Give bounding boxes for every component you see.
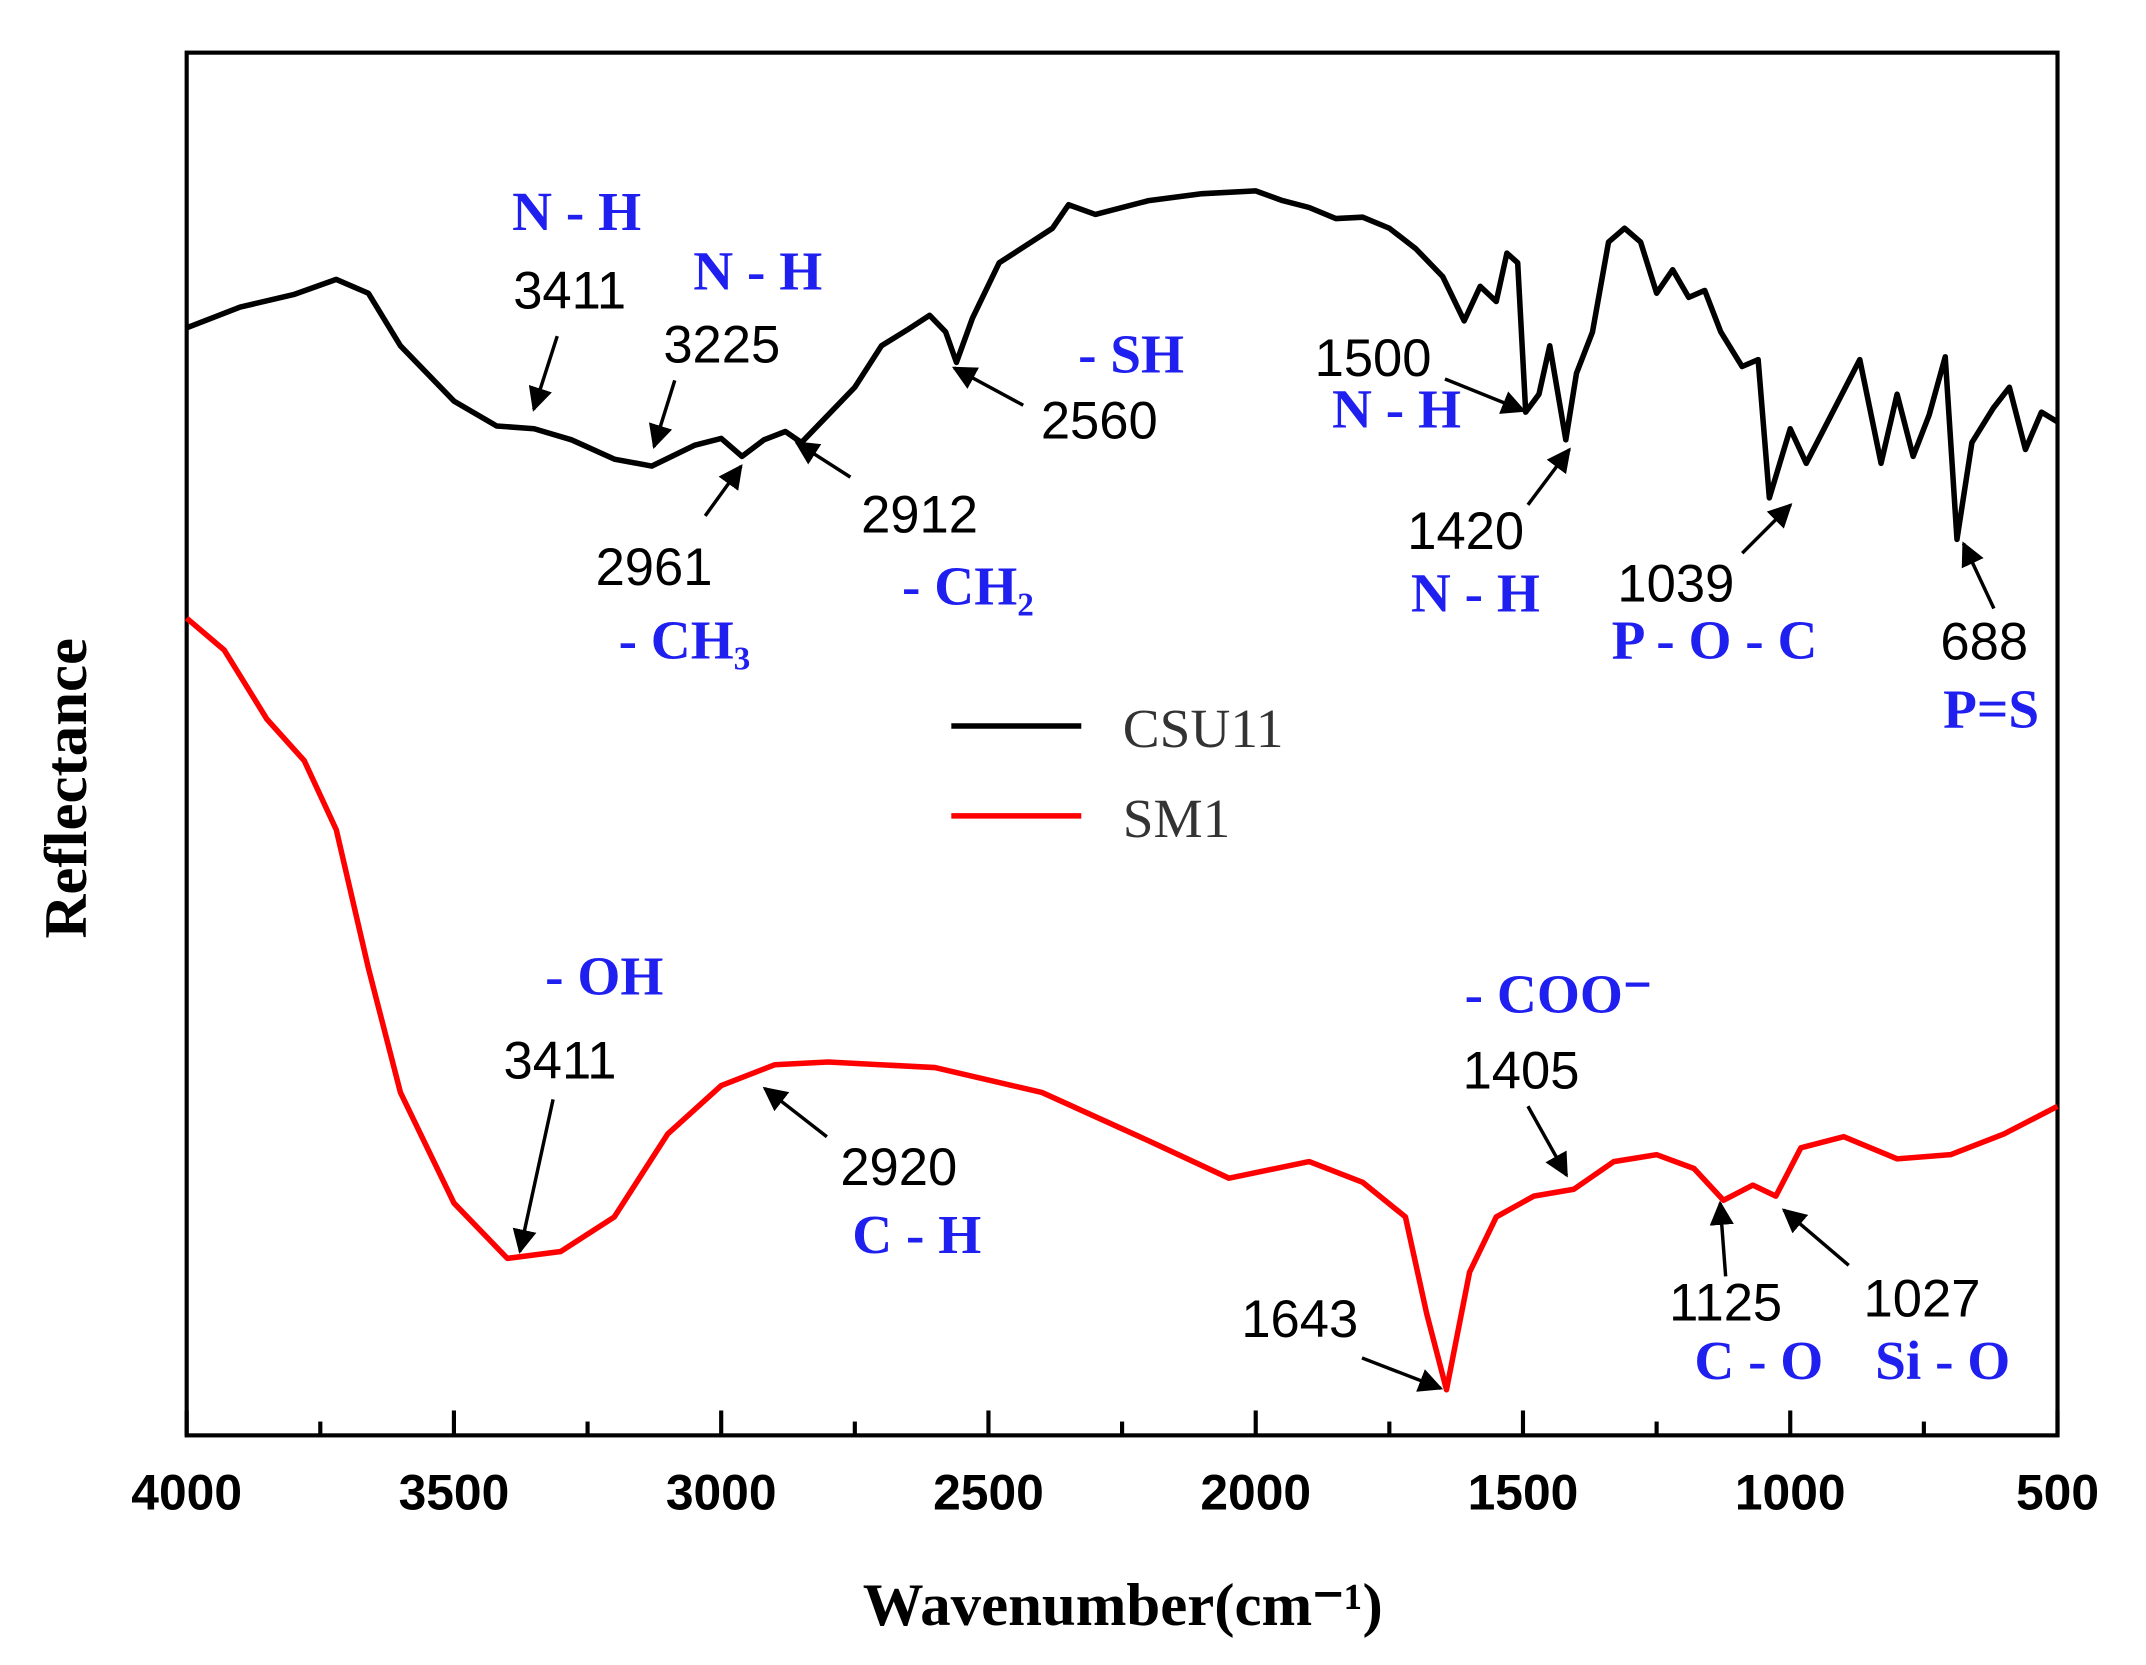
peak-arrow (703, 464, 743, 517)
peak-label: 2961 (596, 538, 713, 597)
peak-label: 3411 (513, 261, 626, 320)
peak-arrow (512, 1098, 555, 1254)
peak-arrow (794, 441, 852, 479)
group-label: - CH₂ (902, 556, 1034, 617)
peak-label: 1125 (1669, 1274, 1782, 1333)
group-label: Si - O (1875, 1330, 2010, 1391)
peak-arrow (1741, 503, 1793, 555)
legend-label: SM1 (1123, 788, 1231, 849)
legend-label: CSU11 (1123, 698, 1284, 759)
peak-label: 3411 (504, 1032, 617, 1091)
peak-label: 2920 (840, 1138, 957, 1197)
spectrum-line (184, 616, 2059, 1393)
peak-arrow (1361, 1356, 1444, 1392)
peak-label: 3225 (663, 315, 780, 374)
x-tick-label: 1500 (1468, 1464, 1579, 1520)
x-tick-label: 4000 (131, 1464, 242, 1520)
group-label: N - H (693, 240, 822, 301)
group-label: N - H (1411, 563, 1540, 624)
peak-label: 2912 (861, 485, 978, 544)
peak-label: 1039 (1617, 555, 1734, 614)
peak-arrow (528, 335, 559, 412)
peak-label: 1643 (1241, 1290, 1358, 1349)
peak-label: 1500 (1315, 329, 1432, 388)
peak-arrow (1709, 1200, 1734, 1277)
peak-label: 1405 (1463, 1041, 1580, 1100)
x-tick-label: 1000 (1735, 1464, 1846, 1520)
peak-label: 1420 (1407, 502, 1524, 561)
x-tick-label: 2000 (1200, 1464, 1311, 1520)
peak-arrow (648, 379, 677, 450)
peak-label: 1027 (1864, 1270, 1981, 1329)
peak-arrow (762, 1086, 828, 1139)
peak-arrow (1444, 377, 1527, 414)
group-label: - OH (545, 946, 663, 1007)
x-tick-label: 3500 (399, 1464, 510, 1520)
group-label: - SH (1078, 323, 1184, 384)
spectrum-line (185, 188, 2059, 543)
group-label: - COO⁻ (1465, 963, 1652, 1024)
group-label: N - H (1332, 379, 1461, 440)
group-label: C - O (1694, 1330, 1823, 1391)
peak-arrow (1526, 1105, 1569, 1178)
peak-label: 2560 (1041, 391, 1158, 450)
peak-arrow (1961, 541, 1996, 610)
group-label: P - O - C (1612, 610, 1818, 671)
group-label: C - H (852, 1204, 981, 1265)
x-tick-label: 2500 (933, 1464, 1044, 1520)
group-label: - CH₃ (619, 610, 751, 671)
group-label: N - H (512, 181, 641, 242)
x-tick-label: 500 (2016, 1464, 2099, 1520)
peak-label: 688 (1940, 613, 2028, 672)
peak-arrow (1526, 447, 1571, 506)
peak-arrow (951, 366, 1025, 407)
y-axis-label: Reflectance (33, 638, 100, 939)
x-tick-label: 3000 (666, 1464, 777, 1520)
peak-arrow (1781, 1208, 1850, 1267)
x-axis-label: Wavenumber(cm⁻¹) (863, 1572, 1383, 1639)
group-label: P=S (1943, 679, 2039, 740)
